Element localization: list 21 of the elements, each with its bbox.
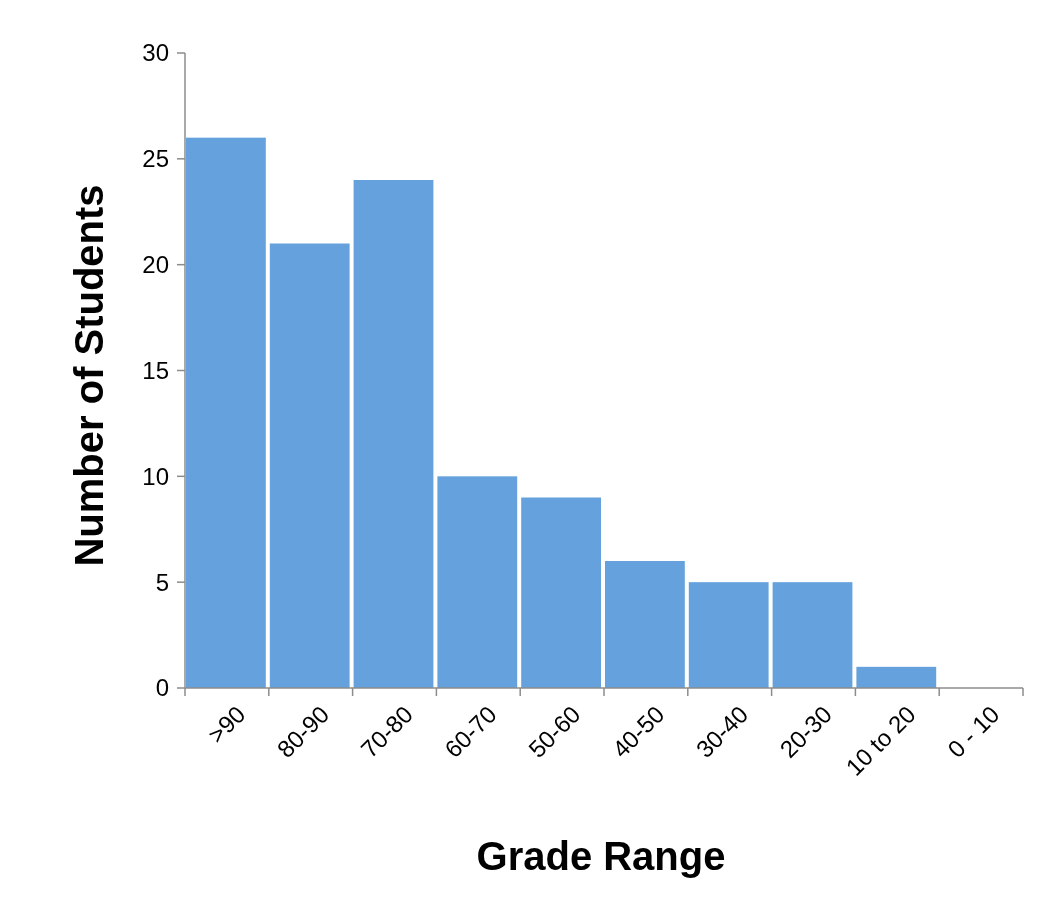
y-tick-label: 30	[142, 39, 169, 67]
y-tick-label: 5	[155, 568, 169, 596]
x-tick-label: 0 - 10	[942, 700, 1005, 763]
bar	[856, 666, 937, 688]
y-tick-label: 20	[142, 251, 169, 279]
bar	[437, 476, 518, 688]
bar	[772, 582, 853, 688]
bar	[688, 582, 769, 688]
bar	[605, 561, 685, 688]
x-tick-label: >90	[202, 700, 251, 749]
y-tick-label: 0	[155, 674, 169, 702]
x-axis-title: Grade Range	[476, 834, 726, 878]
bar	[353, 180, 434, 688]
y-axis-title: Number of Students	[67, 184, 111, 567]
x-tick-label: 10 to 20	[840, 700, 921, 781]
bar	[269, 243, 350, 688]
y-tick-label: 15	[142, 356, 169, 384]
bar	[186, 137, 266, 688]
y-tick-label: 10	[142, 462, 169, 490]
y-tick-label: 25	[142, 145, 169, 173]
bar	[521, 497, 601, 688]
